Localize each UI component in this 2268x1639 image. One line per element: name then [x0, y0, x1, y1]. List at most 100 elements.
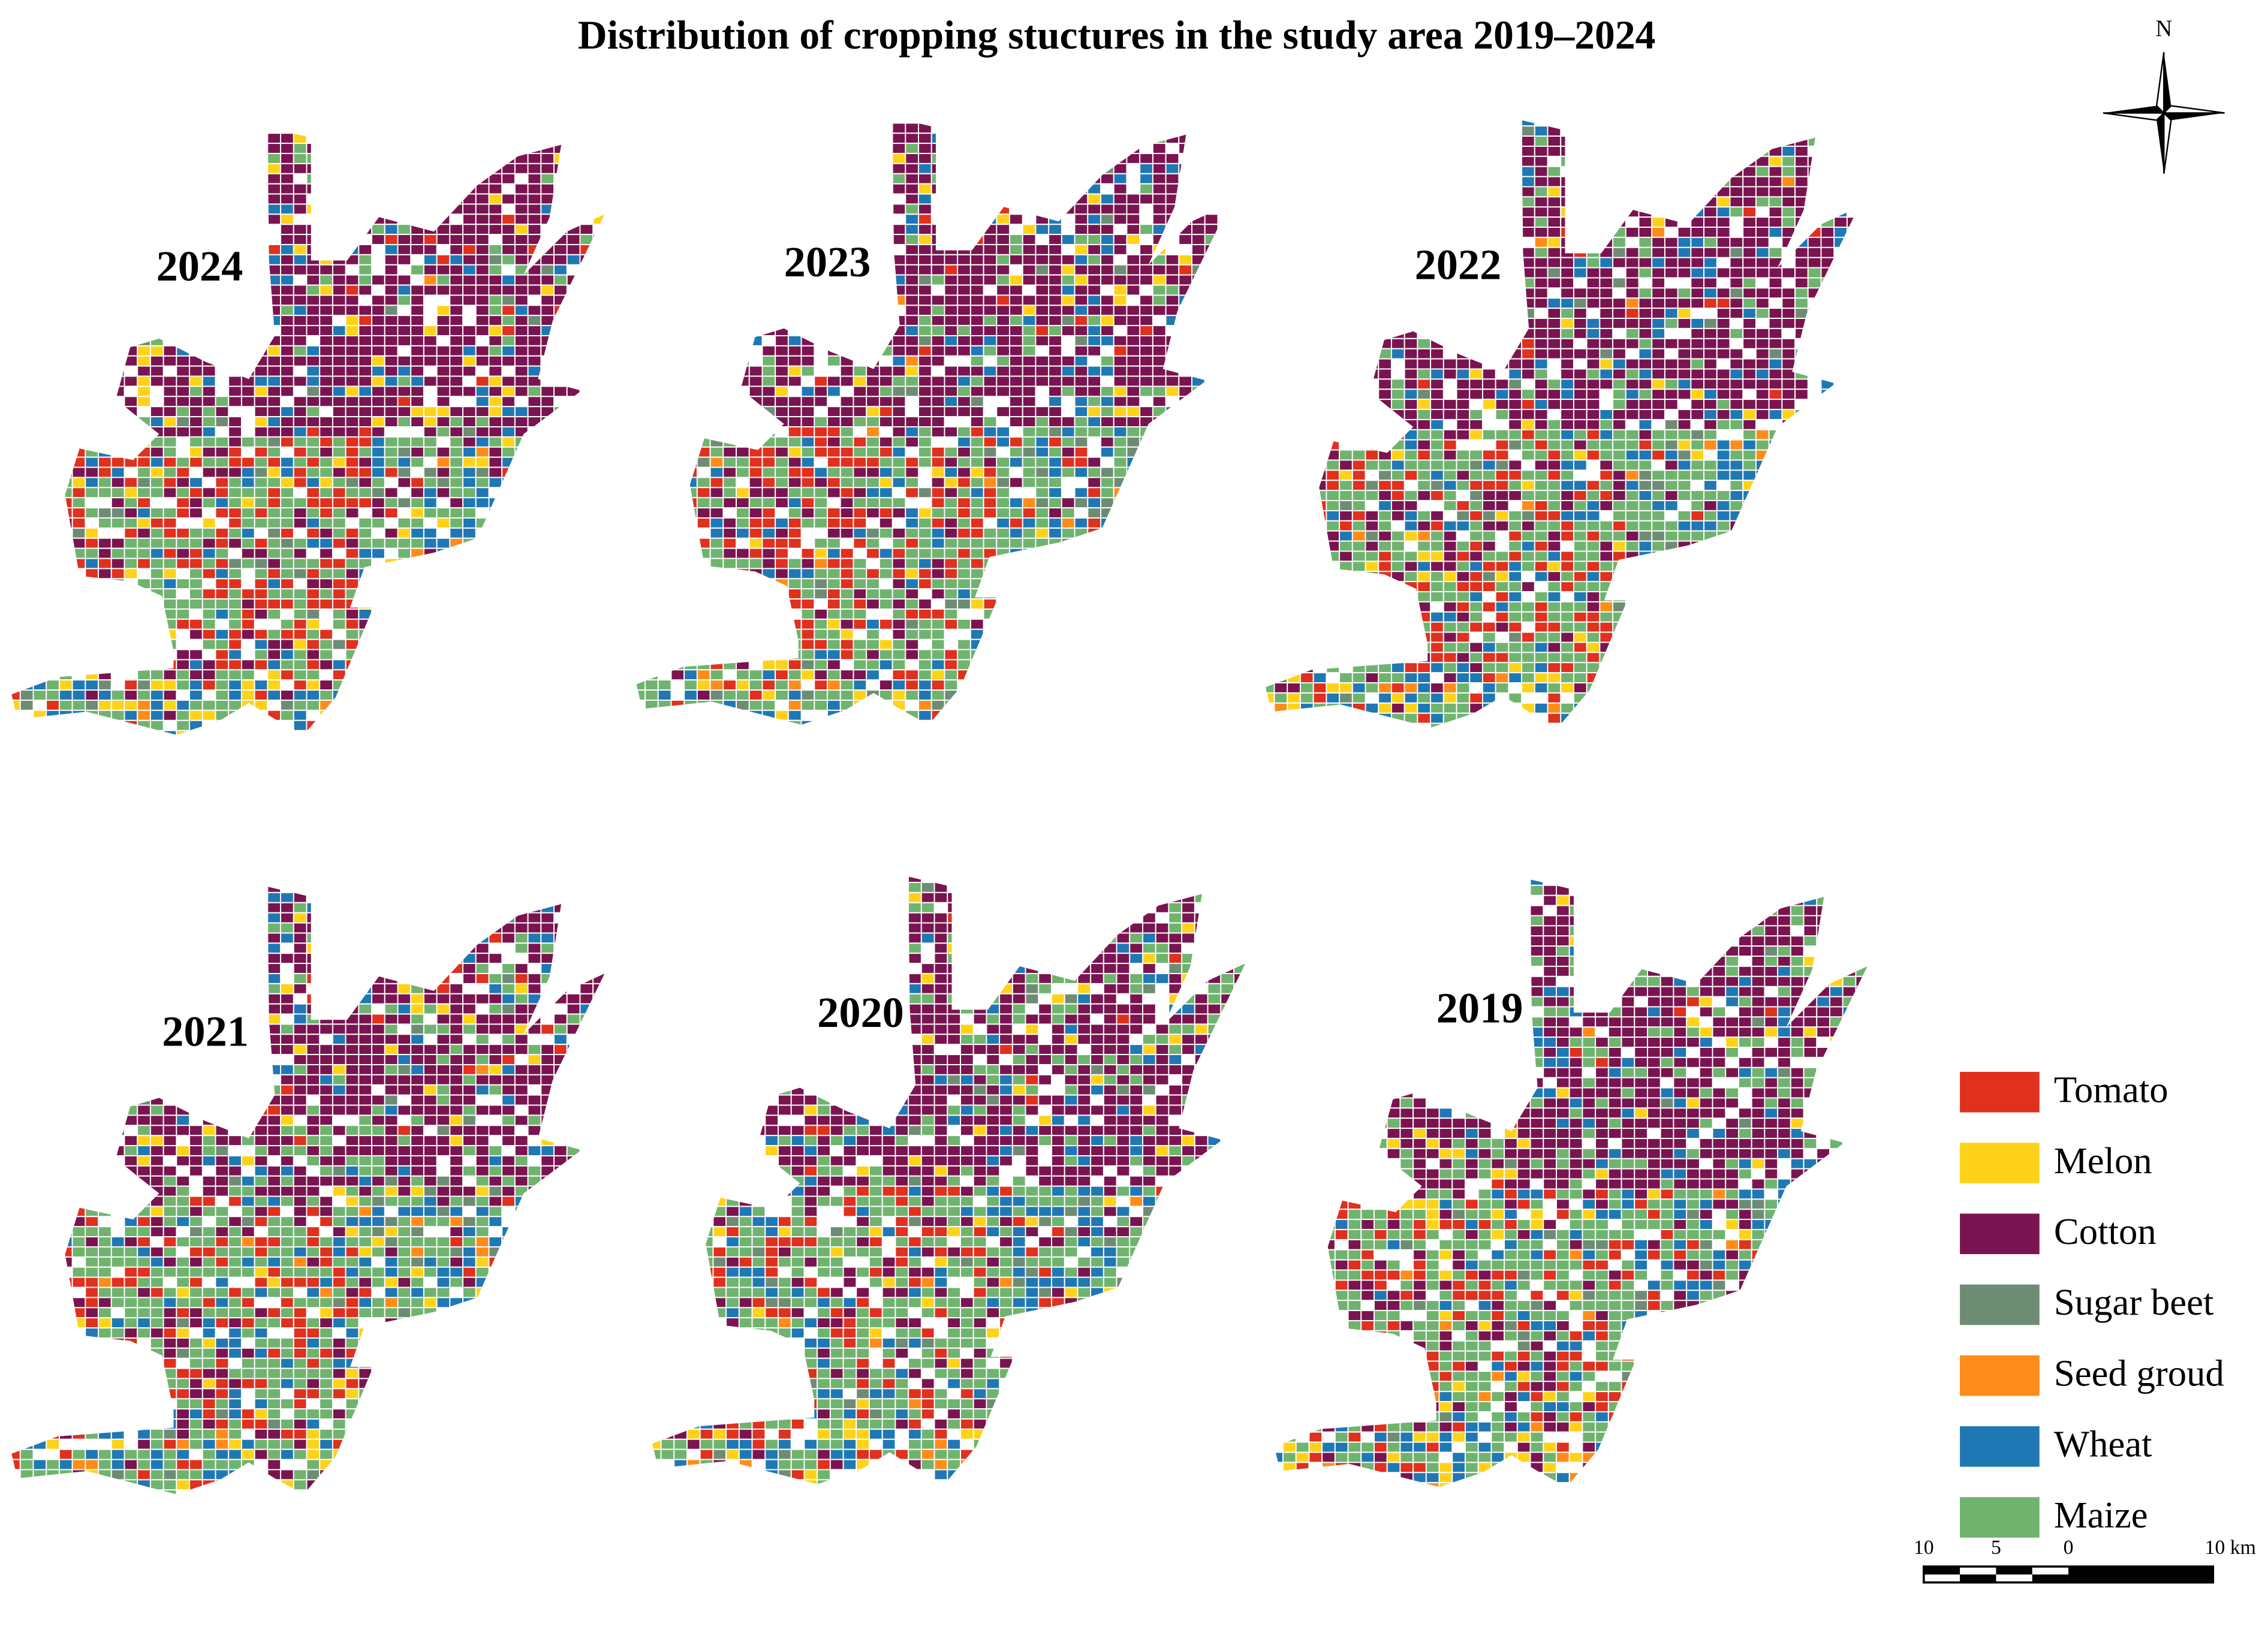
- field-patch: [149, 416, 164, 427]
- field-patch: [514, 972, 529, 984]
- field-patch: [358, 1246, 373, 1258]
- field-patch: [384, 325, 399, 336]
- field-patch: [1586, 358, 1601, 370]
- field-patch: [1035, 456, 1050, 468]
- field-patch: [1612, 409, 1627, 420]
- field-patch: [1139, 355, 1153, 367]
- field-patch: [423, 345, 438, 357]
- field-patch: [1035, 436, 1050, 448]
- field-patch: [293, 942, 308, 954]
- field-patch: [853, 649, 868, 661]
- field-patch: [1074, 224, 1089, 236]
- field-patch: [228, 1398, 242, 1410]
- field-patch: [540, 1044, 555, 1056]
- field-patch: [436, 1013, 451, 1025]
- field-patch: [1035, 335, 1050, 347]
- field-patch: [410, 1104, 424, 1116]
- field-patch: [215, 1246, 230, 1258]
- field-patch: [358, 1094, 373, 1106]
- field-patch: [1113, 396, 1128, 408]
- field-patch: [423, 1216, 438, 1228]
- field-patch: [228, 1175, 242, 1187]
- field-patch: [280, 558, 294, 570]
- field-patch: [488, 1165, 503, 1177]
- field-patch: [540, 912, 555, 924]
- field-patch: [475, 305, 490, 317]
- field-patch: [228, 638, 242, 650]
- field-patch: [280, 912, 294, 924]
- field-patch: [449, 1094, 464, 1106]
- field-patch: [215, 487, 230, 499]
- field-patch: [853, 659, 868, 671]
- field-patch: [345, 1155, 360, 1167]
- field-patch: [254, 1145, 269, 1156]
- field-patch: [722, 517, 737, 529]
- field-patch: [501, 234, 516, 245]
- field-patch: [488, 1013, 503, 1025]
- field-patch: [462, 416, 477, 427]
- field-patch: [358, 1287, 373, 1298]
- field-patch: [1113, 335, 1128, 347]
- field-patch: [761, 659, 776, 671]
- field-patch: [371, 1013, 385, 1025]
- field-patch: [1152, 305, 1167, 317]
- field-patch: [1430, 591, 1444, 602]
- field-patch: [280, 1165, 294, 1177]
- field-patch: [1534, 682, 1549, 694]
- field-patch: [280, 183, 294, 195]
- field-patch: [957, 335, 971, 347]
- field-patch: [137, 385, 151, 397]
- field-patch: [423, 1246, 438, 1258]
- field-patch: [280, 162, 294, 174]
- field-patch: [775, 679, 789, 691]
- field-patch: [228, 537, 242, 549]
- field-patch: [345, 466, 360, 478]
- field-patch: [371, 396, 385, 408]
- field-patch: [293, 1044, 308, 1056]
- field-patch: [110, 547, 125, 559]
- field-patch: [748, 365, 763, 377]
- field-patch: [1100, 264, 1115, 276]
- field-patch: [1768, 399, 1783, 410]
- field-patch: [1729, 388, 1744, 400]
- field-patch: [176, 1175, 191, 1187]
- field-patch: [306, 1256, 321, 1268]
- field-patch: [124, 1317, 138, 1329]
- field-patch: [969, 507, 984, 519]
- field-patch: [1612, 469, 1627, 481]
- field-patch: [969, 456, 984, 468]
- field-patch: [98, 1287, 112, 1298]
- field-patch: [462, 497, 477, 509]
- field-patch: [124, 1256, 138, 1268]
- field-patch: [1481, 652, 1496, 664]
- field-patch: [488, 456, 503, 468]
- field-patch: [410, 517, 424, 529]
- field-patch: [306, 487, 321, 499]
- field-patch: [85, 1287, 100, 1298]
- field-patch: [1755, 257, 1770, 269]
- field-patch: [1417, 561, 1432, 573]
- field-patch: [240, 1216, 255, 1228]
- field-patch: [1022, 517, 1037, 529]
- field-patch: [215, 1145, 230, 1156]
- field-patch: [891, 234, 906, 245]
- field-patch: [1534, 236, 1549, 248]
- field-patch: [1351, 561, 1366, 573]
- field-patch: [501, 396, 516, 408]
- field-patch: [1456, 409, 1471, 420]
- field-patch: [761, 537, 776, 549]
- field-patch: [228, 507, 242, 519]
- field-patch: [332, 1266, 347, 1278]
- field-patch: [1403, 692, 1418, 704]
- field-patch: [1390, 561, 1405, 573]
- field-patch: [1417, 348, 1432, 360]
- field-patch: [488, 993, 503, 1005]
- field-patch: [1403, 530, 1418, 542]
- field-patch: [1048, 274, 1062, 286]
- field-patch: [240, 1185, 255, 1197]
- field-patch: [215, 1175, 230, 1187]
- field-patch: [1495, 490, 1510, 501]
- field-patch: [1022, 426, 1037, 438]
- field-patch: [306, 305, 321, 317]
- field-patch: [319, 537, 333, 549]
